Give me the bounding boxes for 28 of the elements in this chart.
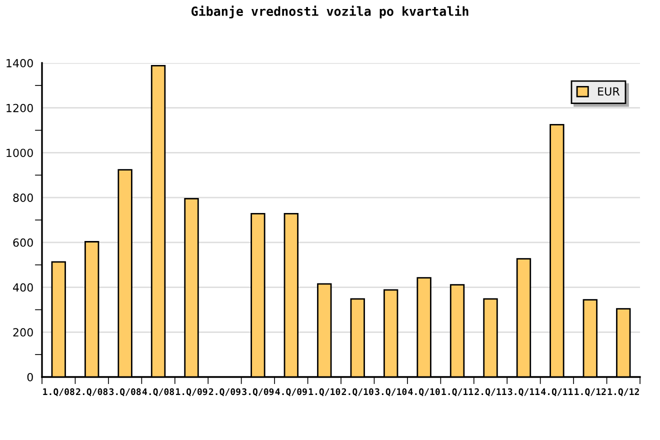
x-tick-label: 3.Q/09 [242, 388, 274, 396]
x-tick-label: 1.Q/12 [574, 388, 606, 396]
y-tick-label: 1000 [6, 148, 33, 158]
x-tick-label: 1.Q/12 [608, 388, 639, 396]
x-tick-label: 2.Q/11 [474, 388, 506, 396]
y-tick-label: 400 [13, 283, 33, 292]
x-tick-label: 4.Q/09 [275, 388, 307, 396]
chart-title: Gibanje vrednosti vozila po kvartalih [191, 6, 468, 18]
y-tick-label: 1200 [6, 104, 33, 112]
x-tick-label: 3.Q/08 [109, 388, 141, 396]
y-tick-label: 800 [13, 194, 33, 202]
x-tick-label: 1.Q/09 [176, 388, 208, 396]
y-tick-label: 600 [13, 238, 33, 247]
x-tick-label: 1.Q/11 [442, 388, 474, 396]
x-tick-label: 1.Q/08 [43, 388, 74, 396]
x-tick-label: 4.Q/11 [541, 388, 573, 396]
x-tick-label: 2.Q/08 [76, 388, 108, 396]
x-tick-label: 1.Q/10 [308, 388, 340, 396]
x-tick-label: 4.Q/08 [142, 388, 174, 396]
y-tick-label: 200 [13, 328, 33, 337]
x-tick-label: 3.Q/10 [375, 388, 407, 396]
legend-label: EUR [598, 87, 620, 96]
x-tick-label: 3.Q/11 [508, 388, 540, 396]
x-tick-label: 2.Q/09 [208, 388, 240, 396]
x-tick-label: 4.Q/10 [408, 388, 440, 396]
y-tick-label: 0 [27, 372, 33, 382]
y-tick-label: 1400 [6, 58, 33, 68]
x-tick-label: 2.Q/10 [342, 388, 374, 396]
